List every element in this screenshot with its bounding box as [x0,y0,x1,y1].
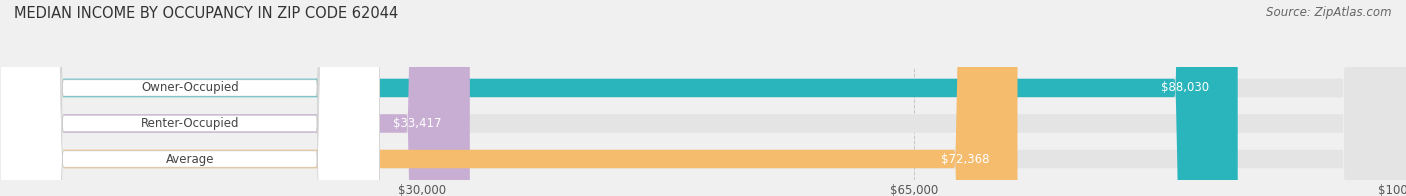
Text: $72,368: $72,368 [941,152,990,165]
FancyBboxPatch shape [0,0,380,196]
Text: $88,030: $88,030 [1161,82,1209,94]
FancyBboxPatch shape [0,0,470,196]
Text: Source: ZipAtlas.com: Source: ZipAtlas.com [1267,6,1392,19]
FancyBboxPatch shape [0,0,380,196]
FancyBboxPatch shape [0,0,1237,196]
Text: Average: Average [166,152,214,165]
FancyBboxPatch shape [0,0,1018,196]
Text: MEDIAN INCOME BY OCCUPANCY IN ZIP CODE 62044: MEDIAN INCOME BY OCCUPANCY IN ZIP CODE 6… [14,6,398,21]
Text: Owner-Occupied: Owner-Occupied [141,82,239,94]
Text: $33,417: $33,417 [394,117,441,130]
Text: Renter-Occupied: Renter-Occupied [141,117,239,130]
FancyBboxPatch shape [0,0,380,196]
